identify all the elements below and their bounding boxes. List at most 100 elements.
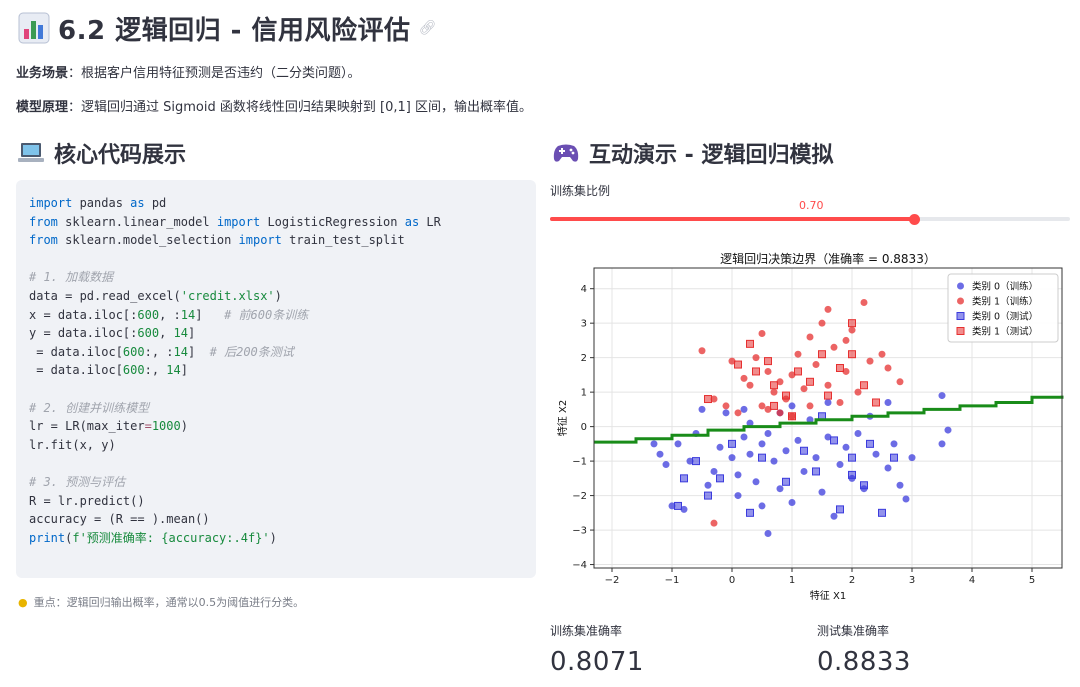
data-point-circle [794, 350, 802, 358]
data-point-circle [896, 378, 904, 386]
data-point-square [782, 391, 790, 400]
data-point-square [764, 357, 772, 366]
data-point-circle [890, 440, 898, 448]
data-point-circle [824, 305, 832, 313]
data-point-circle [764, 430, 772, 438]
data-point-circle [836, 398, 844, 406]
plot-frame [593, 267, 1063, 569]
y-tick-label: −4 [572, 560, 587, 571]
data-point-circle [746, 381, 754, 389]
legend-label: 类别 0（测试） [972, 311, 1038, 323]
scenario-label: 业务场景 [16, 66, 69, 81]
anchor-link-icon[interactable]: 🔗︎ [418, 20, 437, 36]
page-title-text: 6.2 逻辑回归 - 信用风险评估 [58, 15, 411, 46]
data-point-circle [938, 440, 946, 448]
data-point-circle [758, 402, 766, 410]
data-point-square [794, 367, 802, 376]
test-accuracy-value: 0.8833 [817, 647, 911, 677]
code-line: accuracy = (R == ).mean() [29, 512, 210, 527]
data-point-circle [800, 385, 808, 393]
code-line: import pandas as pd [29, 196, 167, 210]
data-point-circle [854, 430, 862, 438]
data-point-circle [770, 457, 778, 465]
code-line: x = data.iloc[:600, :14] # 前600条训练 [29, 307, 309, 322]
data-point-square [746, 508, 754, 517]
data-point-circle [848, 326, 856, 334]
gamepad-icon [553, 144, 579, 162]
data-point-circle [842, 443, 850, 451]
data-point-circle [902, 495, 910, 503]
data-point-square [680, 474, 688, 483]
data-point-circle [668, 502, 676, 510]
data-point-square [812, 467, 820, 476]
data-point-circle [884, 398, 892, 406]
y-tick-label: 3 [581, 319, 587, 330]
data-point-circle [764, 367, 772, 375]
code-line: lr = LR(max_iter=1000) [29, 419, 188, 434]
data-point-square [866, 439, 874, 448]
data-point-circle [734, 409, 742, 417]
data-point-square [770, 381, 778, 390]
data-point-circle [812, 361, 820, 369]
code-block[interactable]: import pandas as pd from sklearn.linear_m… [16, 180, 536, 578]
data-point-square [878, 508, 886, 517]
y-tick-label: −2 [572, 491, 587, 502]
data-point-square [890, 453, 898, 462]
data-point-square [782, 477, 790, 486]
code-line: R = lr.predict() [29, 493, 145, 508]
code-line: ​ [29, 250, 536, 269]
slider-thumb[interactable] [909, 214, 920, 225]
data-point-circle [734, 492, 742, 500]
data-point-square [824, 391, 832, 400]
data-point-circle [812, 454, 820, 462]
x-tick-label: −1 [665, 575, 680, 586]
data-point-circle [758, 502, 766, 510]
tip-note: ● 重点：逻辑回归输出概率，通常以0.5为阈值进行分类。 [18, 594, 304, 610]
scenario-paragraph: 业务场景：根据客户信用特征预测是否违约（二分类问题）。 [16, 62, 361, 81]
principle-paragraph: 模型原理：逻辑回归通过 Sigmoid 函数将线性回归结果映射到 [0,1] 区… [16, 96, 532, 115]
data-point-circle [818, 488, 826, 496]
code-line: = data.iloc[600:, :14] # 后200条测试 [29, 344, 294, 359]
data-point-circle [830, 512, 838, 520]
data-point-circle [824, 398, 832, 406]
tip-text: 重点：逻辑回归输出概率，通常以0.5为阈值进行分类。 [33, 596, 305, 609]
data-point-circle [806, 402, 814, 410]
slider-fill [550, 217, 914, 221]
data-point-circle [806, 416, 814, 424]
x-tick-label: 5 [1029, 575, 1035, 586]
data-point-square [704, 395, 712, 404]
y-axis-label: 特征 X2 [557, 400, 569, 436]
x-tick-label: 2 [849, 575, 855, 586]
data-point-circle [878, 350, 886, 358]
data-point-square [836, 505, 844, 514]
data-point-circle [650, 440, 658, 448]
data-point-circle [674, 440, 682, 448]
data-point-circle [938, 392, 946, 400]
slider-track[interactable] [550, 217, 1070, 221]
legend-marker [956, 312, 965, 320]
legend-marker [956, 327, 965, 335]
code-line: y = data.iloc[:600, 14] [29, 326, 196, 341]
legend-label: 类别 0（训练） [972, 281, 1038, 293]
data-point-circle [788, 371, 796, 379]
train-accuracy-metric: 训练集准确率 0.8071 [550, 622, 644, 677]
code-line: # 2. 创建并训练模型 [29, 400, 150, 415]
x-tick-label: 4 [969, 575, 975, 586]
y-tick-label: 4 [581, 284, 587, 295]
y-tick-label: −3 [572, 526, 587, 537]
data-point-square [806, 377, 814, 386]
data-point-square [788, 412, 796, 421]
train-accuracy-label: 训练集准确率 [550, 624, 623, 638]
data-point-circle [830, 343, 838, 351]
test-accuracy-metric: 测试集准确率 0.8833 [817, 622, 911, 677]
x-tick-label: −2 [605, 575, 620, 586]
test-accuracy-label: 测试集准确率 [817, 624, 890, 638]
data-point-circle [740, 433, 748, 441]
decision-boundary-chart: −2 −1 0 1 2 3 4 5 −4 −3 −2 −1 0 1 2 3 4 逻辑回归决策边界（准确率 = 0.… [557, 251, 1064, 602]
data-point-circle [842, 367, 850, 375]
data-point-circle [680, 505, 688, 513]
data-point-circle [686, 457, 694, 465]
data-point-circle [764, 530, 772, 538]
code-line: print(f'预测准确率: {accuracy:.4f}') [29, 530, 277, 545]
x-tick-label: 3 [909, 575, 915, 586]
